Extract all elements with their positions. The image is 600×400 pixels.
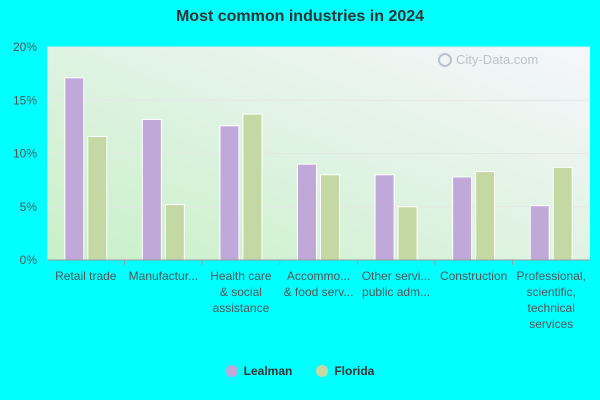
bar-florida[interactable] (397, 206, 418, 261)
bar-lealman[interactable] (452, 176, 473, 261)
y-tick-label: 15% (13, 93, 37, 107)
x-tick-label: & food serv... (284, 285, 354, 299)
chart-title: Most common industries in 2024 (175, 8, 425, 25)
bar-lealman[interactable] (529, 205, 550, 261)
legend-label-lealman: Lealman (243, 364, 293, 378)
x-tick-label: Accommo... (287, 269, 350, 283)
x-tick-label: Construction (440, 269, 507, 283)
legend-item-lealman: Lealman (225, 364, 293, 378)
bar-lealman[interactable] (297, 163, 317, 261)
bar-florida[interactable] (475, 171, 496, 261)
x-tick-label: Other servi... (362, 269, 431, 283)
x-tick-label: Health care (210, 269, 272, 283)
bar-florida[interactable] (552, 166, 573, 261)
y-tick-label: 0% (20, 253, 38, 267)
magnifier-icon (438, 52, 452, 67)
bar-lealman[interactable] (64, 77, 85, 261)
bar-lealman[interactable] (374, 174, 395, 261)
bar-florida[interactable] (87, 135, 108, 261)
bar-florida[interactable] (164, 204, 185, 261)
y-tick-label: 20% (13, 40, 37, 54)
legend-item-florida: Florida (316, 364, 374, 378)
x-tick-label: Professional, (517, 269, 586, 283)
bar-florida[interactable] (320, 174, 340, 261)
legend-label-florida: Florida (334, 364, 375, 378)
x-tick-label: scientific, (527, 285, 576, 299)
x-tick-label: Manufactur... (129, 269, 198, 283)
bar-lealman[interactable] (141, 118, 162, 261)
legend: Lealman Florida (0, 364, 600, 378)
x-tick-label: assistance (213, 301, 270, 315)
watermark: City-Data.com (438, 52, 538, 67)
x-tick-label: & social (220, 285, 262, 299)
y-tick-label: 10% (13, 147, 37, 161)
x-tick-label: technical (528, 301, 575, 315)
x-tick-label: public adm... (362, 285, 430, 299)
x-tick-label: services (529, 317, 573, 331)
y-tick-label: 5% (20, 200, 38, 214)
x-tick-label: Retail trade (55, 269, 117, 283)
legend-swatch-florida (316, 365, 329, 377)
bar-florida[interactable] (242, 113, 263, 261)
legend-swatch-lealman (225, 365, 238, 377)
bar-lealman[interactable] (219, 125, 240, 261)
watermark-text: City-Data.com (456, 52, 539, 67)
